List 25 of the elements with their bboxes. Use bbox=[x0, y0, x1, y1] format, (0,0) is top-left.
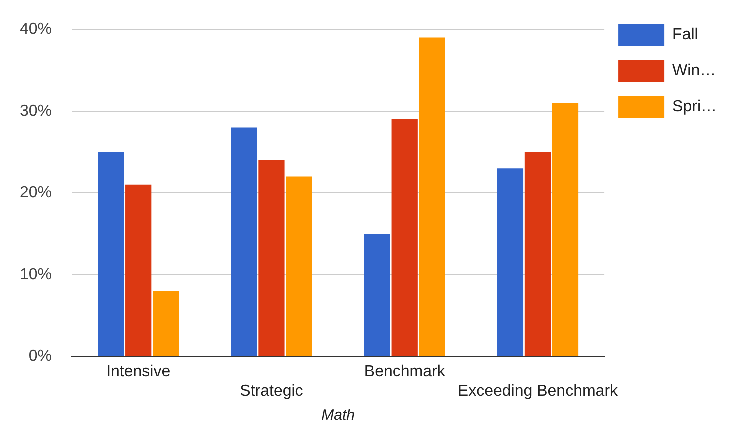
x-tick-label: Benchmark bbox=[364, 364, 446, 381]
y-tick-label: 10% bbox=[20, 266, 52, 284]
legend-label: Win… bbox=[672, 62, 716, 80]
y-tick-label: 20% bbox=[20, 184, 52, 202]
legend-label: Fall bbox=[672, 26, 698, 44]
bar bbox=[231, 128, 258, 356]
legend-label: Spri… bbox=[672, 98, 717, 116]
bar bbox=[552, 103, 579, 356]
bar bbox=[419, 38, 446, 356]
y-tick-label: 30% bbox=[20, 102, 52, 120]
bar bbox=[153, 291, 180, 356]
bar bbox=[392, 120, 418, 356]
y-tick-label: 0% bbox=[28, 348, 52, 366]
y-tick-label: 40% bbox=[20, 21, 52, 38]
bar bbox=[98, 152, 124, 356]
bar bbox=[524, 152, 552, 356]
bar bbox=[364, 234, 390, 356]
x-tick-label: Exceeding Benchmark bbox=[458, 382, 620, 400]
bar bbox=[497, 168, 524, 356]
x-tick-label: Intensive bbox=[106, 364, 171, 381]
x-tick-label: Strategic bbox=[240, 382, 304, 400]
bar bbox=[258, 160, 285, 356]
bar bbox=[286, 176, 312, 356]
bar bbox=[126, 184, 152, 356]
x-axis-title: Math bbox=[322, 407, 355, 424]
